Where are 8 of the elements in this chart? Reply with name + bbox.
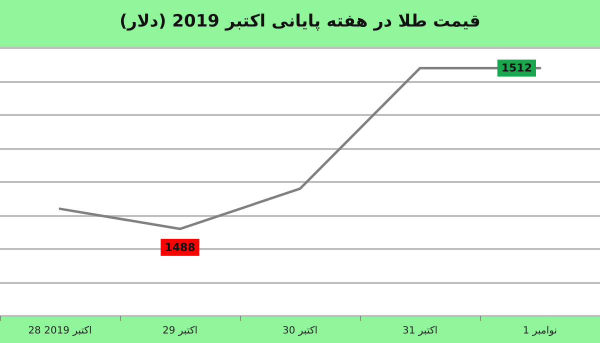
data-label: 1488 (164, 240, 196, 254)
x-tick-label: 28 اکتبر 2019 (28, 326, 92, 336)
x-tick-label: 1 نوامبر (522, 326, 558, 336)
data-label: 1512 (501, 62, 532, 75)
chart-title: قیمت طلا در هفته پایانی اکتبر 2019 (دلار) (120, 12, 480, 32)
x-tick-label: 30 اکتبر (282, 326, 318, 336)
x-tick-label: 29 اکتبر (162, 326, 198, 336)
x-tick-label: 31 اکتبر (402, 326, 438, 336)
